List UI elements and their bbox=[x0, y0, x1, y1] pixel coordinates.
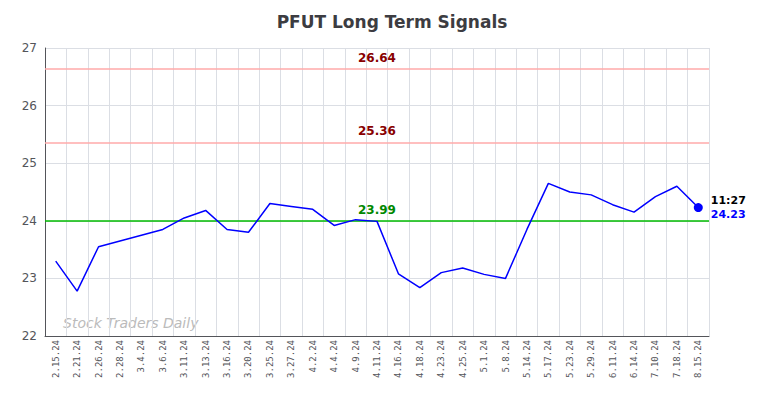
svg-text:4.18.24: 4.18.24 bbox=[415, 340, 425, 378]
svg-text:4.11.24: 4.11.24 bbox=[372, 340, 382, 378]
svg-text:3.20.24: 3.20.24 bbox=[243, 340, 253, 378]
svg-text:4.4.24: 4.4.24 bbox=[329, 340, 339, 373]
svg-text:4.9.24: 4.9.24 bbox=[351, 340, 361, 373]
svg-text:27: 27 bbox=[22, 41, 37, 55]
svg-text:5.29.24: 5.29.24 bbox=[586, 340, 596, 378]
svg-text:23.99: 23.99 bbox=[358, 203, 396, 217]
svg-text:PFUT Long Term Signals: PFUT Long Term Signals bbox=[277, 12, 508, 32]
svg-text:26.64: 26.64 bbox=[358, 51, 396, 65]
svg-text:3.4.24: 3.4.24 bbox=[136, 340, 146, 373]
svg-text:8.15.24: 8.15.24 bbox=[693, 340, 703, 378]
svg-text:2.26.24: 2.26.24 bbox=[94, 340, 104, 378]
svg-text:24.23: 24.23 bbox=[711, 208, 746, 221]
svg-text:11:27: 11:27 bbox=[711, 194, 746, 207]
svg-text:3.27.24: 3.27.24 bbox=[286, 340, 296, 378]
svg-text:4.2.24: 4.2.24 bbox=[308, 340, 318, 373]
svg-text:4.23.24: 4.23.24 bbox=[436, 340, 446, 378]
svg-text:25.36: 25.36 bbox=[358, 124, 396, 138]
svg-text:5.14.24: 5.14.24 bbox=[522, 340, 532, 378]
svg-text:25: 25 bbox=[22, 156, 37, 170]
svg-text:22: 22 bbox=[22, 329, 37, 343]
svg-text:5.8.24: 5.8.24 bbox=[501, 340, 511, 373]
svg-text:4.16.24: 4.16.24 bbox=[393, 340, 403, 378]
svg-text:7.10.24: 7.10.24 bbox=[650, 340, 660, 378]
svg-text:2.28.24: 2.28.24 bbox=[115, 340, 125, 378]
svg-text:2.21.24: 2.21.24 bbox=[72, 340, 82, 378]
svg-text:5.23.24: 5.23.24 bbox=[565, 340, 575, 378]
svg-text:4.25.24: 4.25.24 bbox=[458, 340, 468, 378]
svg-text:26: 26 bbox=[22, 99, 37, 113]
svg-text:6.14.24: 6.14.24 bbox=[629, 340, 639, 378]
svg-text:2.15.24: 2.15.24 bbox=[51, 340, 61, 378]
svg-text:23: 23 bbox=[22, 271, 37, 285]
svg-text:24: 24 bbox=[22, 214, 37, 228]
svg-text:3.25.24: 3.25.24 bbox=[265, 340, 275, 378]
svg-text:Stock Traders Daily: Stock Traders Daily bbox=[63, 315, 199, 331]
svg-text:5.17.24: 5.17.24 bbox=[543, 340, 553, 378]
svg-text:3.11.24: 3.11.24 bbox=[179, 340, 189, 378]
svg-text:3.16.24: 3.16.24 bbox=[222, 340, 232, 378]
svg-text:3.6.24: 3.6.24 bbox=[158, 340, 168, 373]
svg-text:7.18.24: 7.18.24 bbox=[672, 340, 682, 378]
svg-text:6.11.24: 6.11.24 bbox=[608, 340, 618, 378]
svg-text:3.13.24: 3.13.24 bbox=[201, 340, 211, 378]
svg-text:5.1.24: 5.1.24 bbox=[479, 340, 489, 373]
